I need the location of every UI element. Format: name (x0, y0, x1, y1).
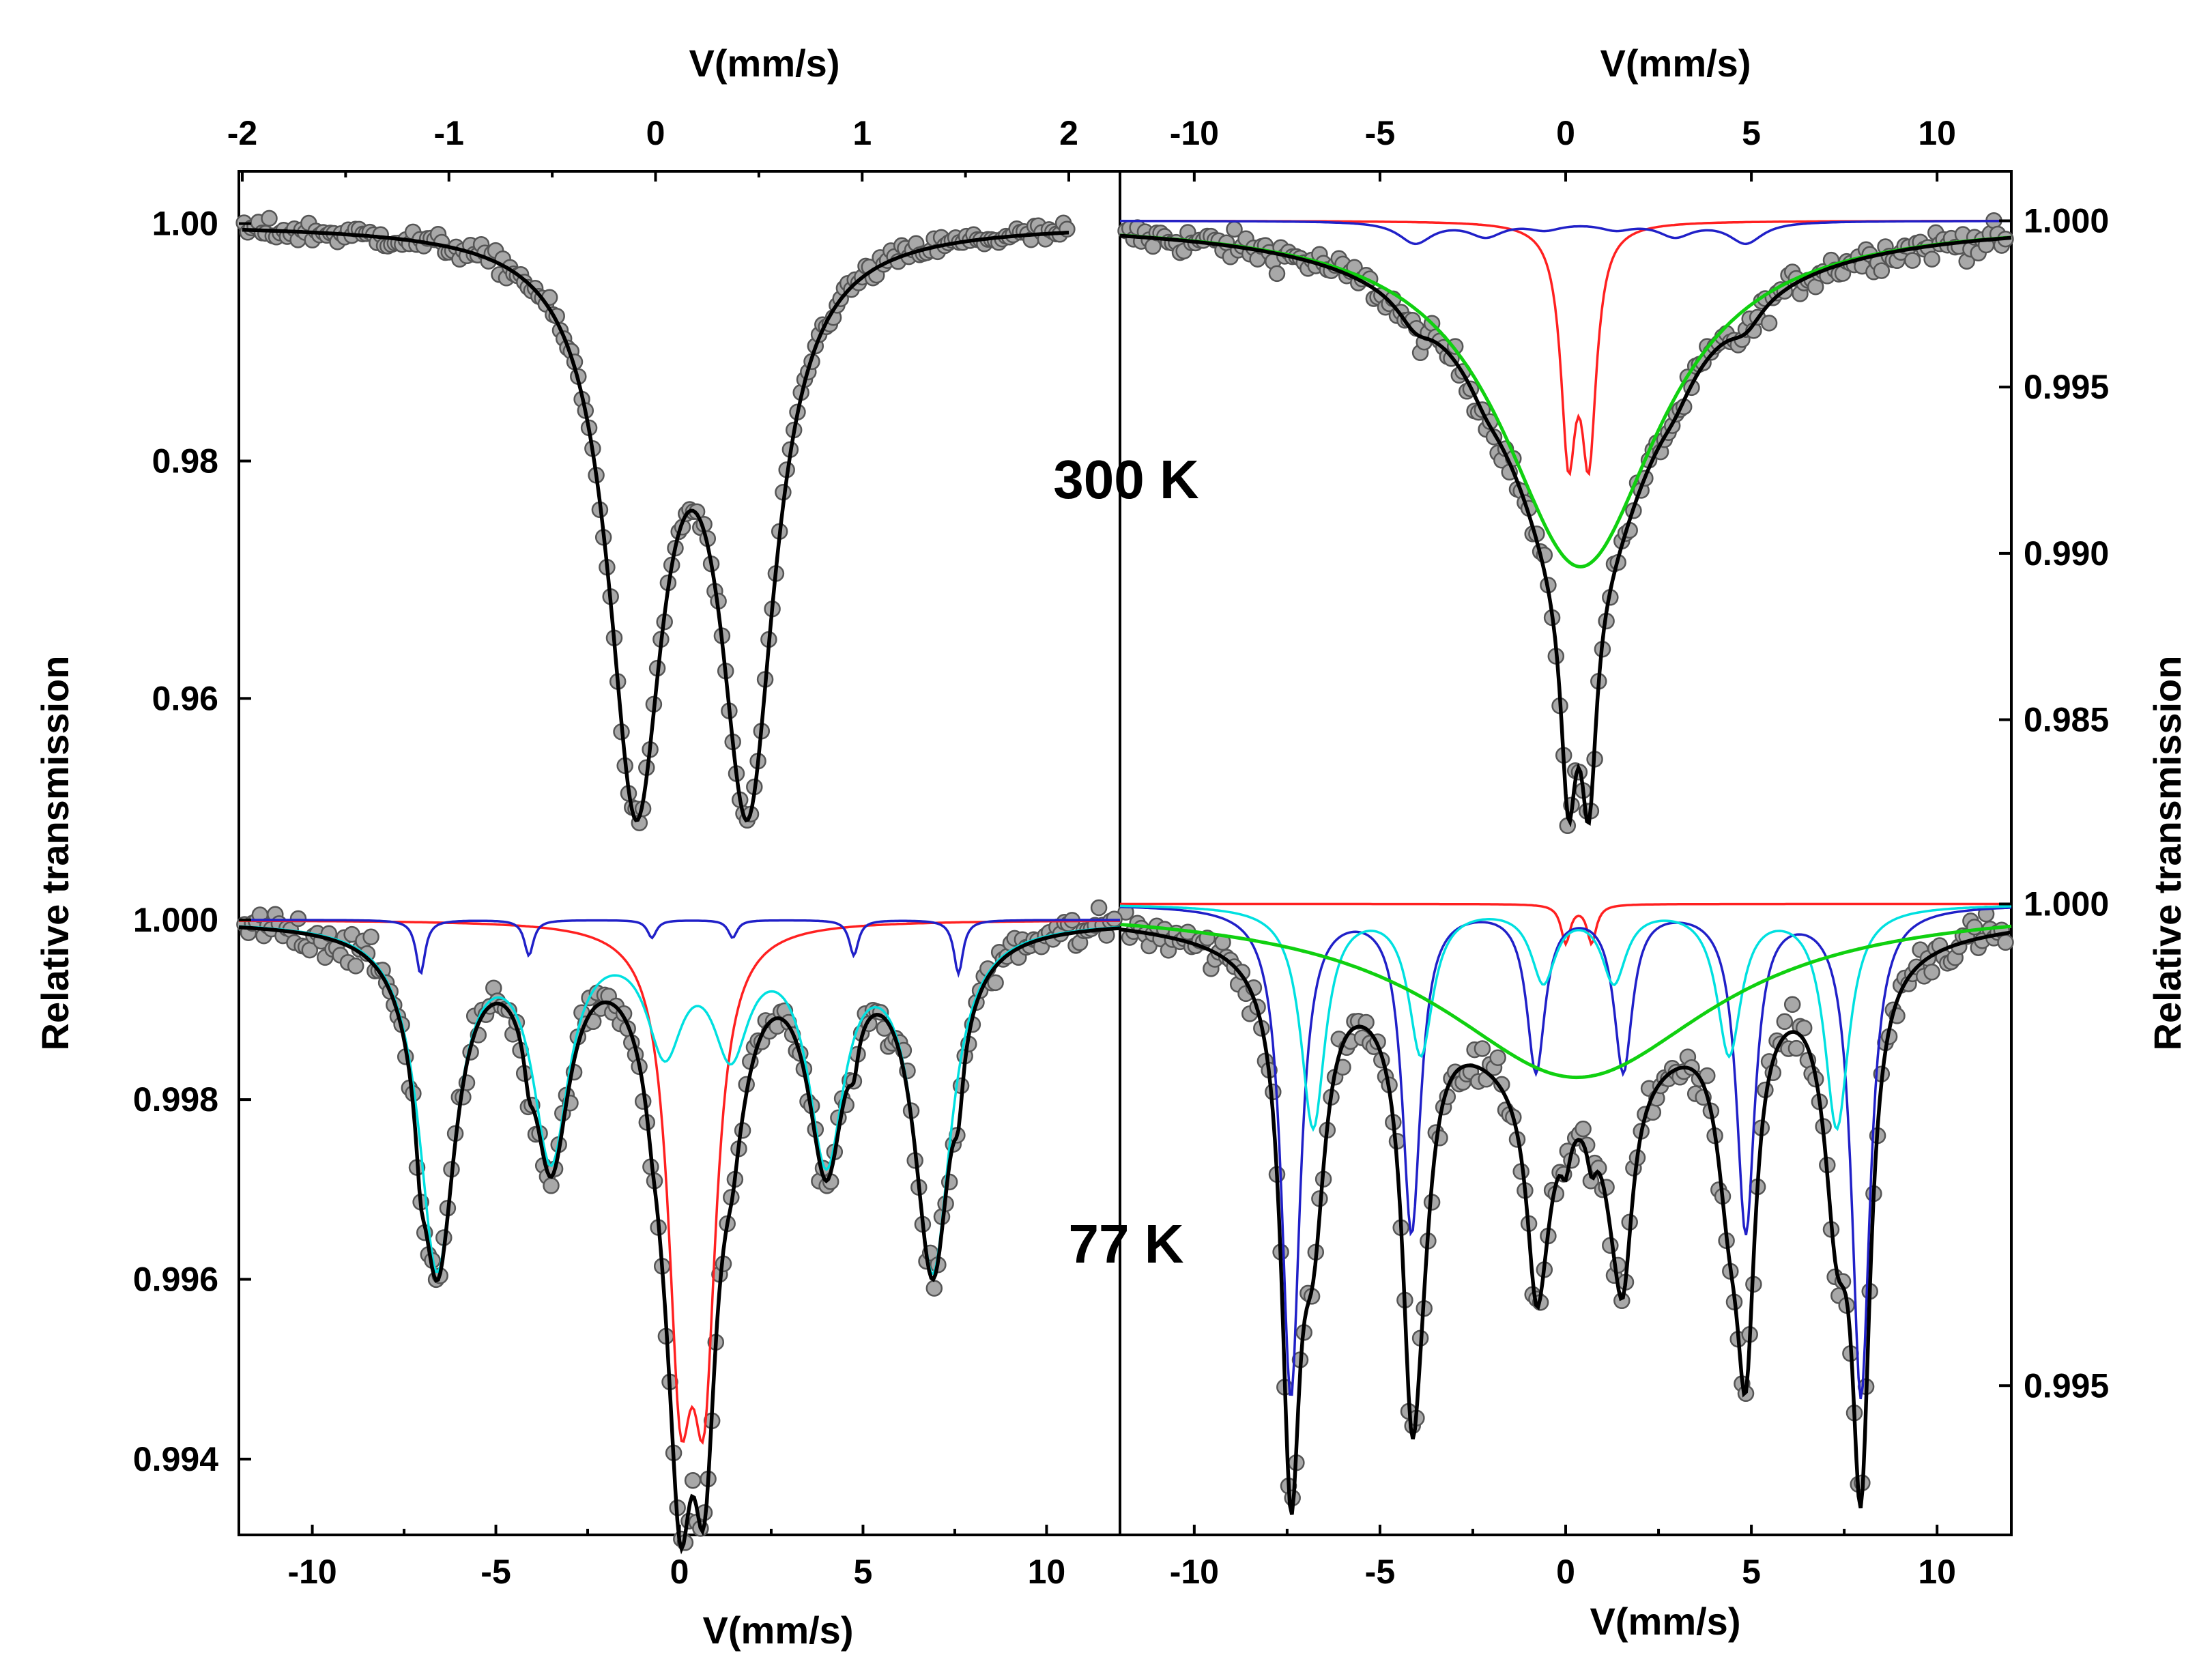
annotation-77k: 77 K (1069, 1213, 1184, 1274)
data-point (1997, 934, 2014, 951)
data-point (1787, 1039, 1805, 1057)
left-y-label: Relative transmission (33, 656, 76, 1051)
tick-label-right: 0.995 (2024, 368, 2109, 406)
tick-label-top-right: -10 (1170, 114, 1219, 152)
tick-label-top-left: -2 (227, 114, 257, 152)
data-point (1489, 1049, 1506, 1066)
data-points-B (1117, 212, 2014, 835)
tick-label-bottom: -10 (287, 1553, 336, 1591)
curve-A-fit (242, 228, 1069, 822)
tick-label-bottom: 0 (670, 1553, 689, 1591)
tick-label-bottom: -5 (480, 1553, 511, 1591)
tick-label-right: 0.985 (2024, 701, 2109, 739)
top-right-x-label: V(mm/s) (1600, 42, 1751, 85)
right-y-label: Relative transmission (2146, 656, 2189, 1051)
bottom-x-label: V(mm/s) (703, 1609, 854, 1652)
tick-label-top-left: 2 (1059, 114, 1078, 152)
data-point (1783, 996, 1801, 1013)
tick-label-top-left: -1 (434, 114, 464, 152)
tick-label-left: 0.994 (133, 1440, 218, 1478)
tick-label-bottom: 5 (854, 1553, 873, 1591)
data-point (1474, 1040, 1491, 1057)
curve-C-sextet-1 (239, 919, 1120, 978)
curve-B-sextet (1120, 220, 2011, 246)
tick-layer: -2 -1 0 1 2 -10 -5 0 5 10-10 -5 0 5 10 -10 -5 0 5 101.000.… (133, 114, 2109, 1591)
data-point (543, 1177, 560, 1194)
data-point (1904, 252, 1921, 269)
curve-D-doublet (1120, 902, 2011, 947)
tick-label-bottom: 5 (1742, 1553, 1761, 1591)
data-point (1966, 919, 1983, 936)
data-point (1795, 1019, 1813, 1037)
plot-layer (235, 210, 2014, 1555)
curve-C-total-fit (238, 925, 1121, 1555)
curve-C-doublet (239, 919, 1120, 1446)
tick-label-left: 0.96 (152, 679, 218, 717)
bottom-x2-label: V(mm/s) (1590, 1600, 1741, 1643)
curve-D-total-fit (1119, 927, 2012, 1515)
tick-label-top-right: 0 (1556, 114, 1575, 152)
data-point (1807, 278, 1824, 296)
data-point (684, 1471, 702, 1489)
tick-label-left: 1.00 (152, 205, 218, 243)
data-point (1613, 1292, 1631, 1310)
data-point (1923, 964, 1940, 981)
data-point (987, 974, 1004, 992)
tick-label-bottom: -10 (1170, 1553, 1219, 1591)
tick-label-left: 0.98 (152, 442, 218, 480)
data-point (362, 928, 379, 946)
curve-D-broad-singlet (1119, 923, 2012, 1080)
tick-label-top-right: -5 (1365, 114, 1395, 152)
tick-label-top-left: 0 (646, 114, 665, 152)
curve-B-total-fit (1119, 233, 2012, 828)
data-points-A (235, 210, 1076, 831)
data-point (925, 1280, 943, 1297)
data-point (1575, 1120, 1592, 1138)
tick-label-left: 0.996 (133, 1261, 218, 1299)
tick-label-bottom: 10 (1028, 1553, 1066, 1591)
tick-label-bottom: 10 (1918, 1553, 1956, 1591)
tick-label-bottom: -5 (1365, 1553, 1395, 1591)
curve-A-total-fit (242, 227, 1069, 823)
data-point (1873, 262, 1891, 279)
data-point (1776, 1013, 1794, 1031)
frame-left (238, 170, 1121, 1536)
data-points-C (236, 899, 1123, 1551)
data-point (1090, 899, 1108, 917)
data-point (261, 210, 278, 227)
tick-label-right: 0.990 (2024, 534, 2109, 573)
tick-label-left: 1.000 (133, 901, 218, 939)
tick-label-right: 0.995 (2024, 1366, 2109, 1405)
curve-D-sextet-1 (1119, 906, 2012, 1400)
annotation-300k: 300 K (1053, 449, 1199, 510)
tick-label-bottom: 0 (1556, 1553, 1575, 1591)
curve-D-sextet-2 (1120, 904, 2012, 1132)
tick-label-right: 1.000 (2024, 201, 2109, 240)
tick-label-top-left: 1 (852, 114, 872, 152)
data-point (1760, 315, 1778, 332)
top-left-x-label: V(mm/s) (689, 42, 840, 85)
tick-label-right: 1.000 (2024, 885, 2109, 923)
data-point (1923, 250, 1940, 268)
tick-label-top-right: 5 (1742, 114, 1761, 152)
data-point (347, 958, 364, 975)
frame-right (1119, 170, 2013, 1536)
curve-B-broad-singlet (1119, 233, 2012, 569)
tick-label-left: 0.998 (133, 1080, 218, 1119)
data-point (289, 910, 307, 928)
data-point (1268, 265, 1286, 283)
tick-label-top-right: 10 (1918, 114, 1956, 152)
